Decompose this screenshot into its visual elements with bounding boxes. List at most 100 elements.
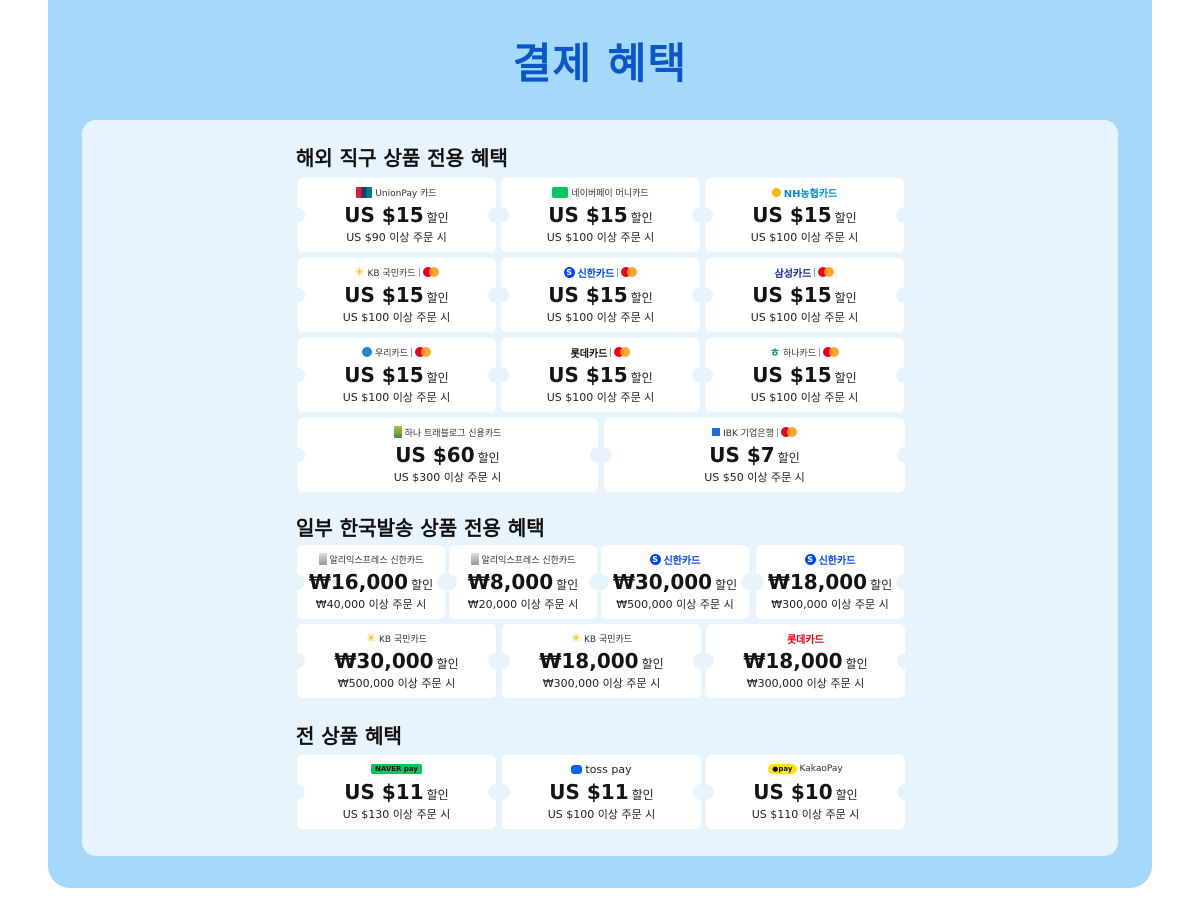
coupon-amount-value: ₩16,000 xyxy=(308,570,409,594)
coupon-card[interactable]: S 신한카드 ₩30,000 할인 ₩500,000 이상 주문 시 xyxy=(593,545,757,619)
coupon-card[interactable]: 삼성카드 US $15 할인 US $100 이상 주문 시 xyxy=(697,258,912,332)
coupon-amount-value: ₩30,000 xyxy=(334,649,434,673)
coupon-amount-unit: 할인 xyxy=(834,291,857,305)
coupon-condition: US $100 이상 주문 시 xyxy=(750,391,859,404)
coupon-amount: ₩30,000 할인 xyxy=(297,649,496,673)
brand-divider xyxy=(617,267,619,277)
page-title: 결제 혜택 xyxy=(512,39,688,88)
coupon-amount-unit: 할인 xyxy=(845,657,868,671)
coupon-amount: US $15 할인 xyxy=(501,203,700,227)
coupon-card[interactable]: 네이버페이 머니카드 US $15 할인 US $100 이상 주문 시 xyxy=(493,178,708,252)
coupon-brand-label: 롯데카드 xyxy=(787,634,824,646)
coupon-condition: ₩40,000 이상 주문 시 xyxy=(315,598,427,611)
coupon-amount: US $7 할인 xyxy=(604,443,905,467)
ibk-icon xyxy=(712,428,721,436)
coupon-brand: NAVER pay xyxy=(297,762,496,776)
coupon-brand-label: 하나카드 xyxy=(783,348,817,359)
shinhan-icon: S xyxy=(563,266,575,278)
kakaopay-badge-icon: ●pay xyxy=(768,764,797,774)
coupon-card[interactable]: 알리익스프레스 신한카드 ₩8,000 할인 ₩20,000 이상 주문 시 xyxy=(441,545,605,619)
coupon-card[interactable]: 롯데카드 US $15 할인 US $100 이상 주문 시 xyxy=(493,338,708,412)
coupon-amount: ₩16,000 할인 xyxy=(297,570,445,594)
kb-star-icon: ✳ xyxy=(365,631,376,645)
coupon-amount-unit: 할인 xyxy=(631,788,654,802)
coupon-amount-value: US $10 xyxy=(753,780,833,804)
coupon-brand: 롯데카드 xyxy=(501,345,700,360)
coupon-amount-unit: 할인 xyxy=(426,371,449,385)
coupon-brand-label: 신한카드 xyxy=(663,555,701,567)
coupon-brand: IBK 기업은행 xyxy=(604,425,905,439)
coupon-brand-label: toss pay xyxy=(585,762,632,776)
coupon-amount-value: US $15 xyxy=(344,203,424,227)
coupon-amount: ₩18,000 할인 xyxy=(502,649,701,673)
coupon-card[interactable]: 롯데카드 ₩18,000 할인 ₩300,000 이상 주문 시 xyxy=(698,624,913,698)
shinhan-icon: S xyxy=(804,553,816,565)
coupon-card[interactable]: 하나 트래블로그 신용카드 US $60 할인 US $300 이상 주문 시 xyxy=(289,418,606,492)
coupon-condition: ₩300,000 이상 주문 시 xyxy=(771,598,889,611)
coupon-amount-unit: 할인 xyxy=(426,291,449,305)
coupon-amount-value: US $11 xyxy=(344,780,424,804)
coupon-card[interactable]: ✳ KB 국민카드 ₩30,000 할인 ₩500,000 이상 주문 시 xyxy=(289,624,504,698)
coupon-brand-label: KB 국민카드 xyxy=(379,634,428,645)
coupon-amount: US $15 할인 xyxy=(297,363,496,387)
coupon-amount: ₩8,000 할인 xyxy=(449,570,597,594)
coupon-condition: ₩300,000 이상 주문 시 xyxy=(542,677,661,690)
coupon-brand-label: 우리카드 xyxy=(374,348,409,359)
mastercard-icon xyxy=(818,267,835,277)
coupon-condition: US $90 이상 주문 시 xyxy=(346,231,447,244)
nh-icon xyxy=(771,187,781,197)
coupon-card[interactable]: ✳ KB 국민카드 ₩18,000 할인 ₩300,000 이상 주문 시 xyxy=(494,624,709,698)
coupon-amount-value: US $15 xyxy=(548,283,628,307)
tosspay-icon xyxy=(571,764,583,774)
coupon-card[interactable]: ㅎ 하나카드 US $15 할인 US $100 이상 주문 시 xyxy=(697,338,912,412)
coupon-brand: 알리익스프레스 신한카드 xyxy=(449,552,597,566)
coupon-condition: ₩500,000 이상 주문 시 xyxy=(337,677,456,690)
brand-divider xyxy=(418,267,420,277)
section-title-overseas: 해외 직구 상품 전용 혜택 xyxy=(296,146,508,170)
coupon-card[interactable]: NAVER pay US $11 할인 US $130 이상 주문 시 xyxy=(289,755,504,829)
coupon-condition: US $100 이상 주문 시 xyxy=(546,231,655,244)
coupon-amount-unit: 할인 xyxy=(436,657,459,671)
coupon-amount-unit: 할인 xyxy=(630,371,653,385)
coupon-brand-label: 네이버페이 머니카드 xyxy=(571,188,649,199)
coupon-amount-value: US $15 xyxy=(752,363,832,387)
coupon-amount-unit: 할인 xyxy=(715,578,738,592)
coupon-brand-label: 신한카드 xyxy=(577,268,615,280)
coupon-amount: US $15 할인 xyxy=(705,363,904,387)
coupon-card[interactable]: ●pay KakaoPay US $10 할인 US $110 이상 주문 시 xyxy=(698,755,913,829)
coupon-brand-label: KB 국민카드 xyxy=(367,268,416,279)
coupon-card[interactable]: ✳ KB 국민카드 US $15 할인 US $100 이상 주문 시 xyxy=(289,258,504,332)
coupon-amount-unit: 할인 xyxy=(411,578,434,592)
coupon-amount: US $15 할인 xyxy=(297,283,496,307)
naverpay-logo-icon: NAVER pay xyxy=(371,764,422,774)
woori-icon xyxy=(361,347,372,357)
coupon-card[interactable]: S 신한카드 ₩18,000 할인 ₩300,000 이상 주문 시 xyxy=(748,545,912,619)
section-title-all: 전 상품 혜택 xyxy=(296,724,402,748)
coupon-condition: US $100 이상 주문 시 xyxy=(546,311,655,324)
coupon-amount-unit: 할인 xyxy=(777,451,800,465)
coupon-condition: US $100 이상 주문 시 xyxy=(750,231,859,244)
coupon-card[interactable]: toss pay US $11 할인 US $100 이상 주문 시 xyxy=(494,755,709,829)
coupon-brand-label: UnionPay 카드 xyxy=(375,188,437,199)
brand-divider xyxy=(814,267,816,277)
coupon-amount-value: ₩18,000 xyxy=(539,649,639,673)
shinhan-icon: S xyxy=(649,553,661,565)
coupon-amount-unit: 할인 xyxy=(834,371,857,385)
coupon-card[interactable]: NH농협카드 US $15 할인 US $100 이상 주문 시 xyxy=(697,178,912,252)
coupon-card[interactable]: IBK 기업은행 US $7 할인 US $50 이상 주문 시 xyxy=(596,418,913,492)
mastercard-icon xyxy=(621,267,638,277)
coupon-brand: UnionPay 카드 xyxy=(297,185,496,199)
coupon-brand: S 신한카드 xyxy=(501,265,700,280)
coupon-card[interactable]: S 신한카드 US $15 할인 US $100 이상 주문 시 xyxy=(493,258,708,332)
coupon-brand-label: KakaoPay xyxy=(799,764,843,774)
coupon-amount-value: US $15 xyxy=(752,283,832,307)
coupon-card[interactable]: 알리익스프레스 신한카드 ₩16,000 할인 ₩40,000 이상 주문 시 xyxy=(289,545,453,619)
payment-benefits-panel: 결제 혜택 해외 직구 상품 전용 혜택 UnionPay 카드 US $15 할인… xyxy=(48,0,1152,888)
coupon-card[interactable]: UnionPay 카드 US $15 할인 US $90 이상 주문 시 xyxy=(289,178,504,252)
naverpay-money-icon xyxy=(552,186,569,198)
coupon-card[interactable]: 우리카드 US $15 할인 US $100 이상 주문 시 xyxy=(289,338,504,412)
coupon-condition: US $100 이상 주문 시 xyxy=(547,808,656,821)
coupon-brand: ㅎ 하나카드 xyxy=(705,345,904,359)
coupon-amount: US $10 할인 xyxy=(706,780,905,804)
coupon-amount-value: US $11 xyxy=(549,780,629,804)
